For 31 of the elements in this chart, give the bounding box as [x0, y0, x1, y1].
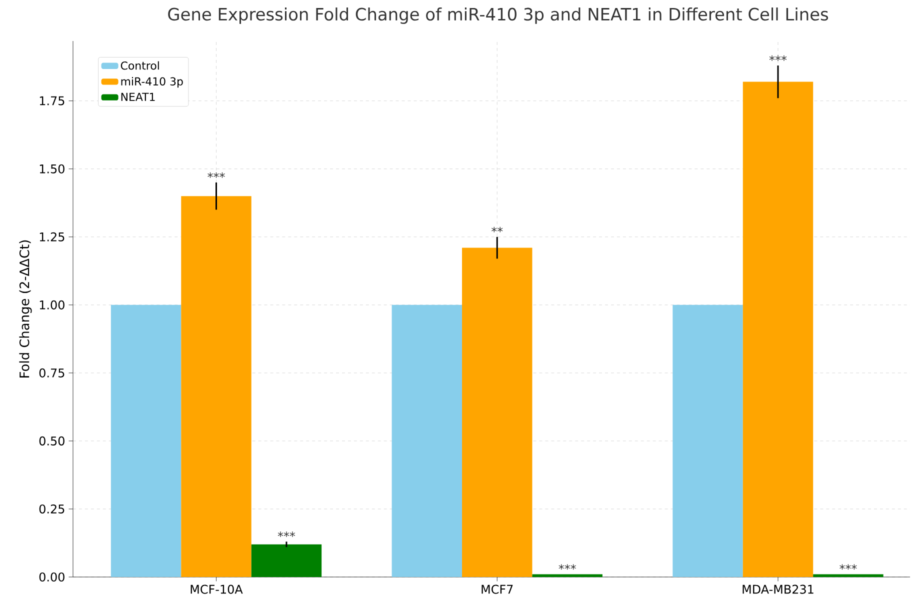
- annotation: **: [492, 226, 503, 232]
- x-tick-label: MDA-MB231: [742, 584, 814, 594]
- bar: [742, 82, 814, 577]
- y-tick-label: 1.25: [40, 232, 64, 242]
- legend-label: miR-410 3p: [121, 77, 183, 88]
- x-tick-label: MCF7: [482, 584, 513, 594]
- bar: [251, 544, 322, 577]
- y-tick-label: 0.00: [39, 572, 64, 582]
- annotation: ***: [840, 564, 857, 570]
- legend-label: NEAT1: [121, 92, 155, 101]
- bar: [462, 248, 532, 577]
- bar: [672, 304, 743, 577]
- bar: [181, 196, 252, 577]
- legend-label: Control: [120, 61, 159, 70]
- chart-title: Gene Expression Fold Change of miR-410 3p and NEAT1 in Different Cell Lines: [168, 8, 828, 24]
- y-tick-label: 0.25: [39, 504, 64, 514]
- bar: [392, 304, 462, 577]
- annotation: ***: [558, 564, 576, 570]
- bar: [110, 304, 182, 577]
- bar: [813, 574, 884, 577]
- y-tick-label: 0.75: [39, 368, 64, 378]
- x-tick-label: MCF-10A: [190, 584, 243, 594]
- y-tick-label: 1.00: [40, 300, 64, 310]
- y-tick-label: 0.50: [39, 436, 64, 446]
- annotation: ***: [769, 55, 787, 61]
- annotation: ***: [208, 172, 225, 178]
- y-tick-label: 1.50: [40, 164, 64, 174]
- y-axis-title: Fold Change (2-ΔΔCt): [19, 240, 32, 378]
- y-tick-label: 1.75: [40, 96, 64, 106]
- bar: [532, 574, 602, 577]
- annotation: ***: [278, 532, 296, 538]
